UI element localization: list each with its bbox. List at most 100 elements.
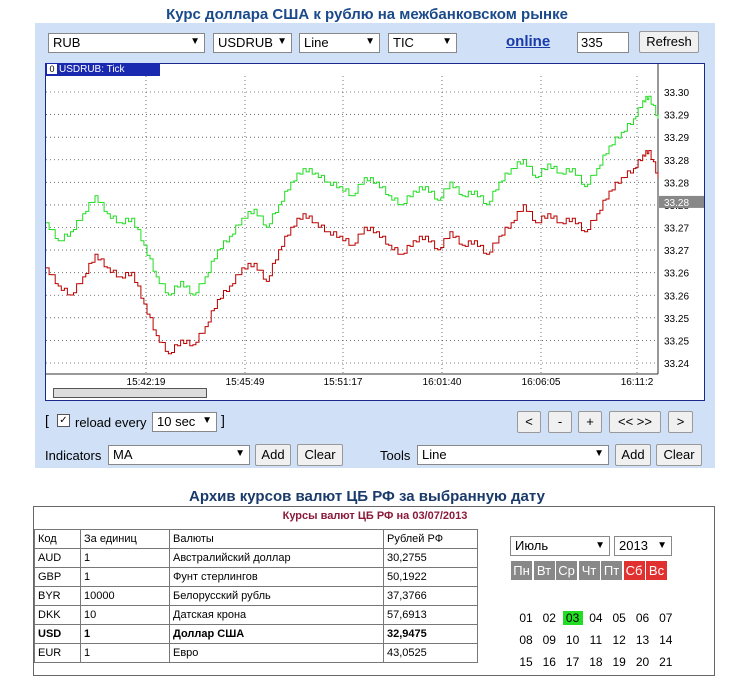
chart-tab[interactable]: 0 USDRUB: Tick — [45, 63, 160, 76]
indicators-label: Indicators — [45, 448, 102, 463]
tools-value: Line — [422, 447, 447, 462]
year-value: 2013 — [619, 538, 648, 553]
calendar-day[interactable]: 19 — [612, 655, 626, 669]
x-tick-label: 16:01:40 — [423, 377, 462, 388]
scroll-back-button[interactable]: < — [517, 411, 541, 433]
chevron-down-icon: ▼ — [365, 36, 375, 47]
indicators-select[interactable]: MA ▼ — [108, 445, 250, 465]
table-cell: Датская крона — [169, 605, 384, 625]
indicators-add-button[interactable]: Add — [255, 444, 291, 466]
scroll-forward-button[interactable]: > — [668, 411, 693, 433]
chart-tab-label: USDRUB: Tick — [59, 64, 125, 75]
chart-type-select[interactable]: Line ▼ — [299, 33, 380, 53]
chart-panel: RUB ▼ USDRUB ▼ Line ▼ TIC ▼ online 335 Refre… — [35, 23, 715, 468]
calendar-day[interactable]: 18 — [589, 655, 603, 669]
chart-scrollbar[interactable] — [53, 388, 207, 398]
refresh-button[interactable]: Refresh — [639, 31, 699, 53]
weekday-header: Вс — [646, 561, 667, 580]
zoom-out-button[interactable]: - — [548, 411, 572, 433]
calendar-day[interactable]: 03 — [562, 611, 583, 625]
column-header: Рублей РФ — [383, 529, 478, 549]
online-link[interactable]: online — [506, 33, 551, 50]
calendar-day[interactable]: 07 — [659, 611, 673, 625]
table-row: BYR 10000 Белорусский рубль 37,3766 — [34, 586, 478, 606]
calendar-day[interactable]: 20 — [635, 655, 650, 669]
reload-interval-select[interactable]: 10 sec ▼ — [152, 412, 217, 432]
table-cell: 1 — [80, 643, 170, 663]
table-header-row: Код За единиц Валюты Рублей РФ — [34, 529, 478, 549]
reload-checkbox[interactable]: ✓ — [57, 414, 70, 427]
calendar-day[interactable]: 08 — [519, 633, 533, 647]
current-value-label: 33.28 — [664, 198, 689, 209]
x-tick-label: 15:45:49 — [226, 377, 265, 388]
table-cell: 37,3766 — [383, 586, 478, 606]
weekday-header: Ср — [556, 561, 577, 580]
chevron-down-icon: ▼ — [235, 448, 245, 459]
chart-page-title: Курс доллара США к рублю на межбанковско… — [166, 6, 568, 23]
month-select[interactable]: Июль ▼ — [510, 536, 610, 556]
reload-interval-value: 10 sec — [157, 414, 196, 429]
calendar-day[interactable]: 16 — [542, 655, 556, 669]
column-header: За единиц — [80, 529, 170, 549]
calendar-day[interactable]: 02 — [542, 611, 556, 625]
table-cell: DKK — [34, 605, 81, 625]
calendar-day[interactable]: 01 — [519, 611, 533, 625]
period-select[interactable]: TIC ▼ — [388, 33, 457, 53]
table-cell: Фунт стерлингов — [169, 567, 384, 587]
calendar-day[interactable]: 14 — [659, 633, 673, 647]
pair-select[interactable]: USDRUB ▼ — [213, 33, 292, 53]
table-cell: 30,2755 — [383, 548, 478, 568]
weekday-header: Пт — [601, 561, 622, 580]
chevron-down-icon: ▼ — [442, 36, 452, 47]
table-row: AUD 1 Австралийский доллар 30,2755 — [34, 548, 478, 568]
currency-select[interactable]: RUB ▼ — [48, 33, 205, 53]
y-tick-label: 33.26 — [664, 291, 689, 302]
table-cell: 43,0525 — [383, 643, 478, 663]
calendar-day[interactable]: 11 — [589, 633, 603, 647]
calendar-day[interactable]: 21 — [659, 655, 673, 669]
tools-select[interactable]: Line ▼ — [417, 445, 609, 465]
tools-add-button[interactable]: Add — [615, 444, 651, 466]
calendar-day[interactable]: 06 — [635, 611, 650, 625]
x-tick-label: 15:51:17 — [324, 377, 363, 388]
table-cell: 57,6913 — [383, 605, 478, 625]
tools-clear-button[interactable]: Clear — [656, 444, 702, 466]
table-cell: BYR — [34, 586, 81, 606]
points-input[interactable]: 335 — [577, 32, 629, 53]
weekday-header: Сб — [623, 561, 645, 580]
calendar-day[interactable]: 09 — [542, 633, 556, 647]
calendar-day[interactable]: 12 — [612, 633, 626, 647]
indicators-clear-button[interactable]: Clear — [297, 444, 343, 466]
y-tick-label: 33.29 — [664, 133, 689, 144]
table-cell: USD — [34, 624, 81, 644]
year-select[interactable]: 2013 ▼ — [614, 536, 672, 556]
series-line — [46, 150, 659, 355]
fit-all-button[interactable]: << >> — [609, 411, 661, 433]
table-cell: AUD — [34, 548, 81, 568]
table-cell: Евро — [169, 643, 384, 663]
weekday-header: Вт — [533, 561, 555, 580]
y-tick-label: 33.30 — [664, 88, 689, 99]
calendar-day[interactable]: 15 — [519, 655, 533, 669]
table-cell: Белорусский рубль — [169, 586, 384, 606]
table-cell: Австралийский доллар — [169, 548, 384, 568]
chevron-down-icon: ▼ — [190, 36, 200, 47]
calendar-day[interactable]: 10 — [565, 633, 580, 647]
calendar-day[interactable]: 05 — [612, 611, 626, 625]
weekday-header: Чт — [578, 561, 600, 580]
table-cell: 10 — [80, 605, 170, 625]
y-tick-label: 33.26 — [664, 269, 689, 280]
archive-subtitle: Курсы валют ЦБ РФ на 03/07/2013 — [282, 510, 468, 522]
archive-box: Курсы валют ЦБ РФ на 03/07/2013 Код За е… — [33, 506, 715, 676]
series-line — [46, 95, 659, 296]
month-value: Июль — [515, 538, 549, 553]
table-row: DKK 10 Датская крона 57,6913 — [34, 605, 478, 625]
calendar-day[interactable]: 13 — [635, 633, 650, 647]
zoom-in-button[interactable]: + — [578, 411, 602, 433]
calendar-day[interactable]: 04 — [589, 611, 603, 625]
table-cell: EUR — [34, 643, 81, 663]
calendar-day[interactable]: 17 — [565, 655, 580, 669]
y-tick-label: 33.27 — [664, 246, 689, 257]
chevron-down-icon: ▼ — [595, 540, 605, 551]
chart-area: 33.30 33.29 33.29 33.28 33.28 33.28 33.27 33.27… — [45, 63, 705, 401]
